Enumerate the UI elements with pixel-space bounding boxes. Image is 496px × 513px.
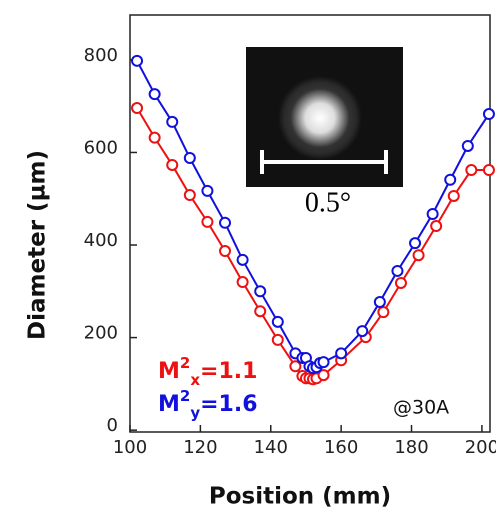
data-point <box>482 164 495 177</box>
data-point <box>317 356 330 369</box>
data-point <box>201 215 214 228</box>
data-point <box>373 295 386 308</box>
data-point <box>317 369 330 382</box>
data-point <box>254 285 267 298</box>
plot-frame <box>129 14 491 433</box>
data-point <box>254 305 267 318</box>
data-point <box>335 347 348 360</box>
data-point <box>201 184 214 197</box>
data-point <box>409 237 422 250</box>
data-point <box>289 360 302 373</box>
data-point <box>183 189 196 202</box>
annotation: M2x=1.1 <box>158 354 257 389</box>
data-point <box>166 158 179 171</box>
x-tick-label: 140 <box>254 437 288 458</box>
annotation-sup: 2 <box>180 354 190 372</box>
x-tick-label: 200 <box>465 437 496 458</box>
annotation-text: =1.6 <box>200 392 257 417</box>
data-point <box>148 131 161 144</box>
data-point <box>236 276 249 289</box>
annotation: @30A <box>393 397 449 419</box>
data-point <box>131 54 144 67</box>
x-tick-label: 180 <box>394 437 428 458</box>
x-tick-label: 100 <box>113 437 147 458</box>
y-tick-label: 400 <box>84 230 118 251</box>
x-tick-label: 120 <box>183 437 217 458</box>
data-point <box>219 216 232 229</box>
data-point <box>444 173 457 186</box>
data-point <box>356 325 369 338</box>
annotation: M2y=1.6 <box>158 387 258 422</box>
data-point <box>271 333 284 346</box>
x-tick-label: 160 <box>324 437 358 458</box>
data-point <box>426 208 439 221</box>
data-point <box>271 315 284 328</box>
data-point <box>461 139 474 152</box>
data-point <box>377 306 390 319</box>
data-point <box>131 102 144 115</box>
data-point <box>447 189 460 202</box>
annotation-sub: x <box>190 371 200 389</box>
data-point <box>219 245 232 258</box>
y-tick-label: 800 <box>84 45 118 66</box>
inset: 0.5° <box>246 47 403 218</box>
data-point <box>465 164 478 177</box>
annotation-sub: y <box>190 404 200 422</box>
x-axis-label: Position (mm) <box>209 484 391 510</box>
data-point <box>391 264 404 277</box>
annotation-base: M <box>158 359 180 384</box>
data-point <box>236 253 249 266</box>
annotation-sup: 2 <box>180 387 190 405</box>
data-point <box>148 88 161 101</box>
y-axis-label: Diameter (µm) <box>25 150 51 340</box>
data-point <box>412 249 425 262</box>
data-point <box>183 152 196 165</box>
y-tick-label: 0 <box>107 415 118 436</box>
annotation-base: M <box>158 392 180 417</box>
beam-spot <box>278 76 362 160</box>
data-point <box>430 220 443 233</box>
inset-label: 0.5° <box>305 187 351 218</box>
data-point <box>166 115 179 128</box>
annotation-text: =1.1 <box>200 359 257 384</box>
data-point <box>482 108 495 121</box>
y-tick-label: 600 <box>84 137 118 158</box>
y-tick-label: 200 <box>84 323 118 344</box>
data-point <box>394 276 407 289</box>
